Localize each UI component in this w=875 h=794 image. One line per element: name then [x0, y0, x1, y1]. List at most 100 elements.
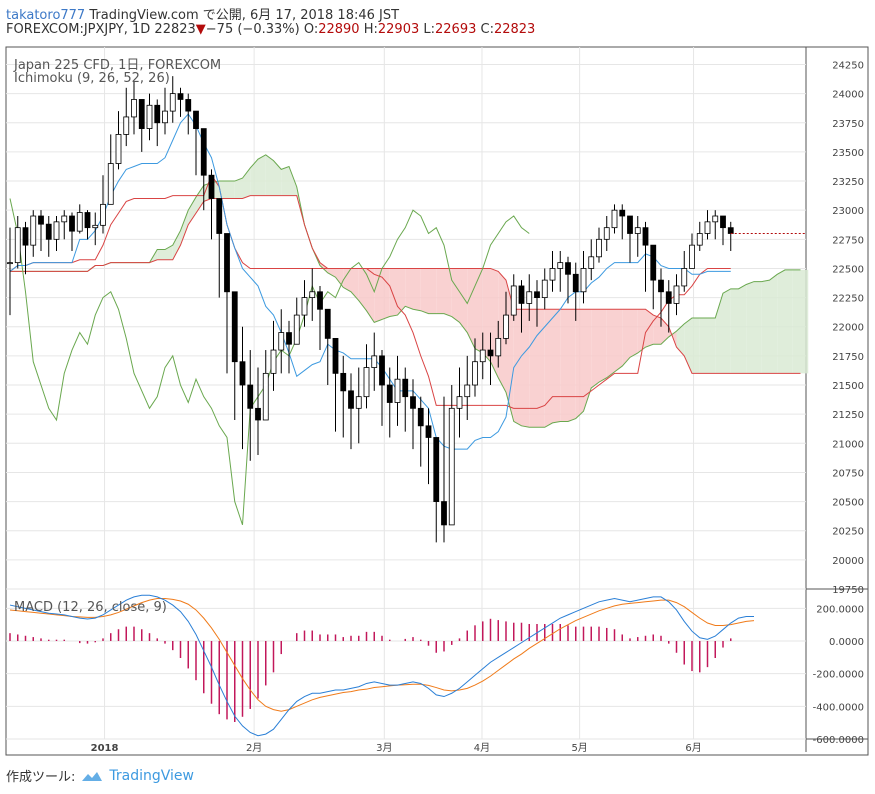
candle-body	[324, 308, 331, 339]
candle-body	[363, 367, 370, 398]
author-link[interactable]: takatoro777	[6, 8, 86, 23]
candle-body	[247, 384, 254, 409]
candle-body	[45, 223, 52, 240]
time-tick-label: 4月	[474, 742, 490, 754]
candle-body	[572, 273, 579, 293]
candle-body	[38, 215, 44, 225]
candle-body	[154, 104, 161, 124]
candle-body	[92, 224, 99, 229]
cloud-segment	[552, 309, 561, 423]
cloud-segment	[281, 166, 289, 196]
cloud-segment	[560, 309, 568, 422]
candle-body	[441, 501, 447, 526]
candle-body	[177, 93, 184, 100]
candle-body	[673, 285, 680, 304]
made-with-label: 作成ツール:	[6, 770, 76, 785]
candle-body	[448, 407, 455, 526]
macd-tick-label: -600.0000	[813, 735, 864, 746]
candle-body	[487, 349, 494, 357]
candle-body	[348, 390, 354, 409]
cloud-segment	[544, 309, 553, 428]
candle-body	[410, 396, 416, 409]
cloud-segment	[327, 268, 336, 278]
cloud-segment	[777, 269, 785, 374]
header-line-1: takatoro777 TradingView.com で公開, 6月 17, …	[6, 4, 399, 23]
price-tick-label: 24250	[832, 60, 864, 71]
candle-body	[658, 279, 664, 293]
candle-body	[84, 212, 91, 229]
candle-body	[371, 355, 378, 368]
cloud-segment	[358, 268, 367, 311]
candle-body	[224, 233, 230, 293]
ohlc-low: 22693	[435, 22, 477, 37]
cloud-segment	[196, 185, 204, 214]
cloud-segment	[482, 268, 491, 362]
candle-body	[69, 215, 75, 232]
candle-body	[518, 285, 525, 304]
cloud-segment	[172, 230, 181, 260]
price-tick-label: 19750	[832, 585, 864, 596]
macd-legend[interactable]: MACD (12, 26, close, 9)	[14, 600, 167, 615]
chikou-span	[9, 198, 530, 526]
cloud-segment	[591, 309, 599, 388]
candle-body	[456, 396, 463, 409]
candle-body	[200, 128, 207, 176]
candle-body	[169, 93, 176, 112]
macd-tick-label: -200.0000	[813, 670, 864, 681]
price-tick-label: 21500	[832, 381, 864, 392]
cloud-segment	[800, 269, 809, 374]
price-tick-label: 20000	[832, 556, 864, 567]
candle-body	[14, 227, 21, 264]
time-tick-label: 3月	[376, 742, 392, 754]
ichimoku-legend[interactable]: Ichimoku (9, 26, 52, 26)	[14, 71, 170, 86]
candle-body	[301, 297, 308, 316]
cloud-segment	[738, 284, 747, 374]
candle-body	[541, 279, 548, 299]
price-tick-label: 21000	[832, 439, 864, 450]
cloud-segment	[250, 159, 258, 196]
cloud-segment	[653, 315, 661, 345]
candle-body	[138, 99, 145, 129]
candle-body	[30, 215, 37, 246]
candle-body	[580, 268, 587, 293]
price-tick-label: 22250	[832, 294, 864, 305]
candle-body	[317, 291, 323, 310]
chart-frame	[5, 46, 869, 756]
candle-body	[479, 349, 486, 363]
candle-body	[425, 425, 432, 438]
cloud-segment	[606, 309, 615, 378]
price-tick-label: 20750	[832, 468, 864, 479]
macd-line	[9, 594, 754, 737]
candle-body	[216, 198, 223, 234]
candle-body	[510, 285, 517, 316]
cloud-segment	[723, 288, 731, 374]
price-tick-label: 24000	[832, 90, 864, 101]
candles	[7, 76, 734, 543]
cloud-segment	[676, 323, 685, 356]
price-tick-label: 22000	[832, 323, 864, 334]
cloud-segment	[219, 181, 227, 199]
candle-body	[665, 291, 672, 304]
candle-body	[642, 227, 649, 246]
ohlc-open: 22890	[318, 22, 360, 37]
cloud-segment	[630, 309, 638, 358]
cloud-segment	[498, 271, 506, 393]
candle-body	[379, 355, 385, 386]
cloud-segment	[265, 154, 274, 196]
macd-tick-label: 0.0000	[829, 637, 864, 648]
tradingview-brand-link[interactable]: TradingView	[109, 767, 194, 784]
candle-body	[239, 361, 246, 386]
candle-body	[185, 99, 192, 112]
candle-body	[286, 332, 292, 345]
candle-body	[386, 384, 393, 403]
kijun-sen	[9, 174, 731, 409]
cloud-segment	[374, 268, 382, 323]
cloud-segment	[289, 166, 297, 196]
ohlc-close: 22823	[493, 22, 536, 37]
candle-body	[727, 227, 734, 234]
candle-body	[309, 291, 316, 299]
candle-body	[720, 215, 726, 229]
macd-tick-label: 200.0000	[816, 604, 864, 615]
cloud-segment	[405, 268, 413, 310]
